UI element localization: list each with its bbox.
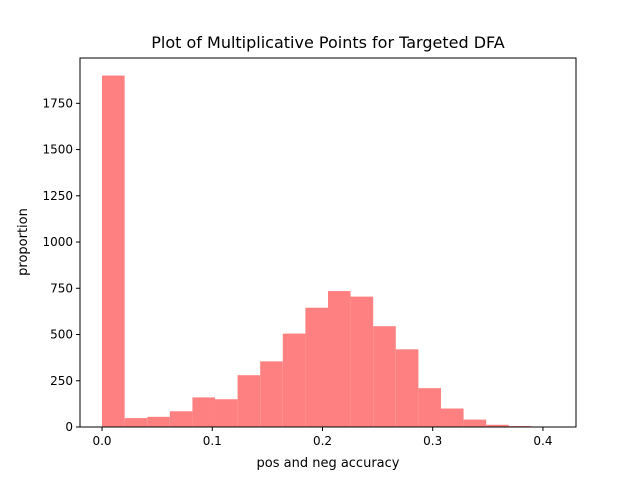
histogram-bar — [418, 388, 441, 427]
y-tick-label: 750 — [50, 281, 73, 295]
y-tick-label: 1000 — [42, 235, 73, 249]
y-axis-ticks: 0 250 500 750 1000 1250 1500 1750 — [42, 96, 80, 434]
histogram-bar — [282, 333, 306, 427]
histogram-bar — [305, 307, 328, 427]
y-axis-label: proportion — [16, 208, 31, 276]
histogram-bar — [486, 424, 509, 427]
y-tick-label: 250 — [50, 374, 73, 388]
x-tick-label: 0.4 — [533, 434, 552, 448]
y-tick-label: 0 — [65, 420, 73, 434]
histogram-bar — [350, 296, 374, 427]
histogram-bar — [147, 416, 170, 427]
histogram-bar — [395, 349, 419, 427]
histogram-bar — [373, 326, 396, 427]
x-tick-label: 0.1 — [203, 434, 222, 448]
histogram-bar — [169, 411, 193, 427]
histogram-bar — [237, 375, 261, 427]
x-axis-ticks: 0.0 0.1 0.2 0.3 0.4 — [92, 427, 552, 448]
histogram-bar — [102, 75, 125, 428]
y-tick-label: 500 — [50, 328, 73, 342]
histogram-bar — [328, 291, 351, 427]
histogram-bar — [192, 397, 216, 427]
x-tick-label: 0.0 — [92, 434, 111, 448]
histogram-bars — [102, 75, 554, 428]
x-tick-label: 0.2 — [313, 434, 332, 448]
x-tick-label: 0.3 — [423, 434, 442, 448]
y-tick-label: 1750 — [42, 96, 73, 110]
histogram-bar — [260, 361, 283, 427]
chart-title: Plot of Multiplicative Points for Target… — [151, 33, 505, 52]
x-axis-label: pos and neg accuracy — [257, 456, 400, 471]
y-tick-label: 1250 — [42, 189, 73, 203]
histogram-bar — [463, 419, 487, 427]
histogram-bar — [124, 418, 148, 427]
histogram-bar — [215, 399, 238, 427]
histogram-bar — [440, 408, 464, 427]
y-tick-label: 1500 — [42, 143, 73, 157]
